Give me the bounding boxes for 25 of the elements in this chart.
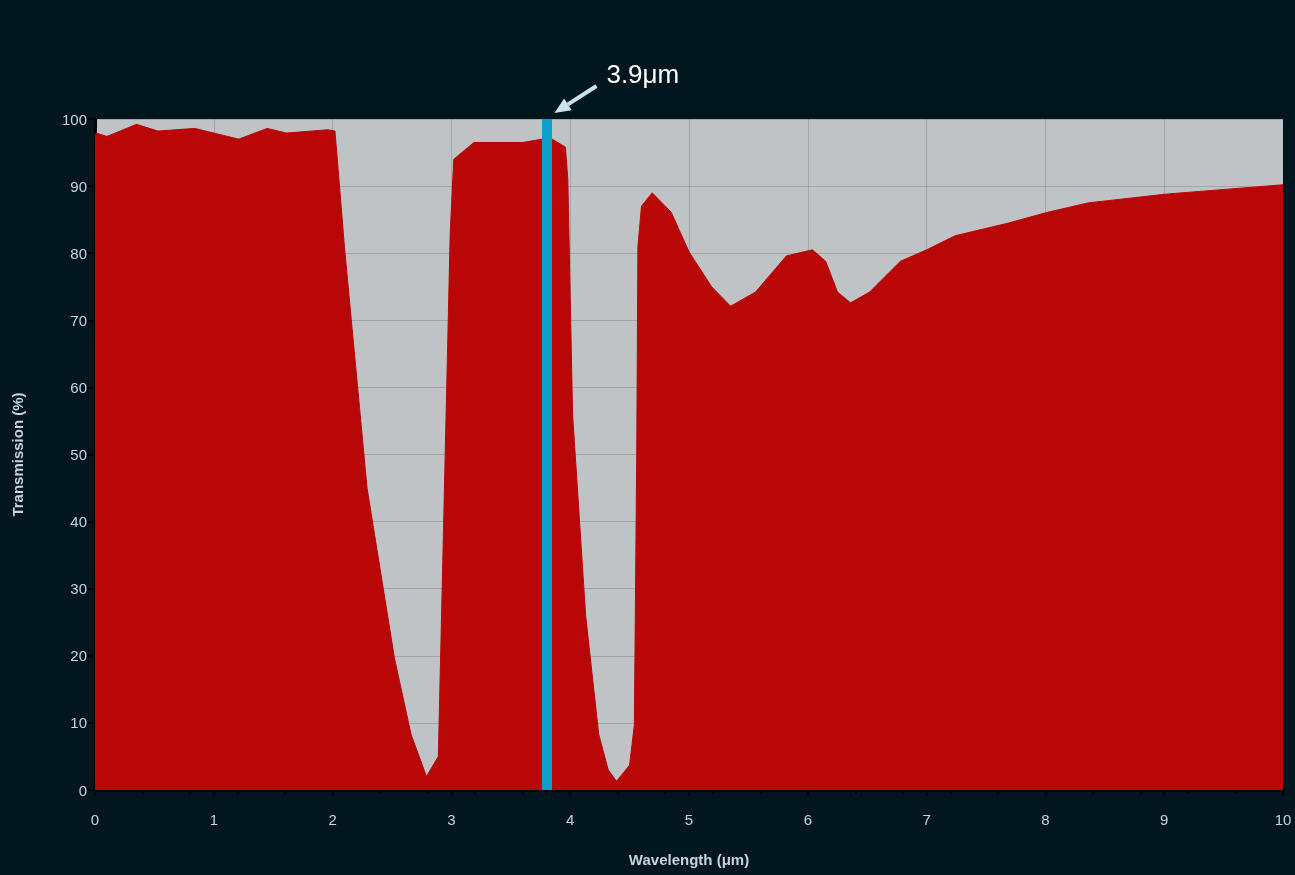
x-tick-label: 8	[1041, 811, 1050, 828]
x-tick-label: 7	[922, 811, 931, 828]
y-tick-label: 10	[70, 714, 87, 732]
x-tick-label: 0	[90, 811, 100, 828]
y-tick-label: 30	[70, 580, 87, 598]
x-tick-label: 5	[684, 811, 694, 828]
y-tick-label: 60	[70, 378, 87, 396]
x-tick-label: 10	[1274, 811, 1292, 828]
y-tick-label: 40	[70, 513, 87, 531]
y-tick-label: 100	[61, 110, 87, 128]
ref-line-label: 3.9μm	[606, 59, 680, 89]
x-tick-label: 9	[1160, 811, 1169, 828]
x-tick-label: 2	[328, 811, 337, 828]
x-axis-title: Wavelength (μm)	[628, 851, 750, 868]
y-tick-label: 20	[70, 647, 87, 665]
y-tick-label: 80	[70, 244, 87, 262]
y-tick-label: 90	[70, 177, 87, 195]
y-tick-label: 70	[70, 311, 87, 329]
y-tick-label: 0	[78, 781, 87, 799]
y-tick-label: 50	[70, 446, 87, 463]
x-tick-label: 1	[209, 811, 218, 828]
x-tick-label: 3	[447, 811, 456, 828]
x-tick-label: 4	[566, 811, 575, 828]
y-axis-title: Transmission (%)	[9, 392, 26, 517]
x-tick-label: 6	[803, 811, 812, 828]
